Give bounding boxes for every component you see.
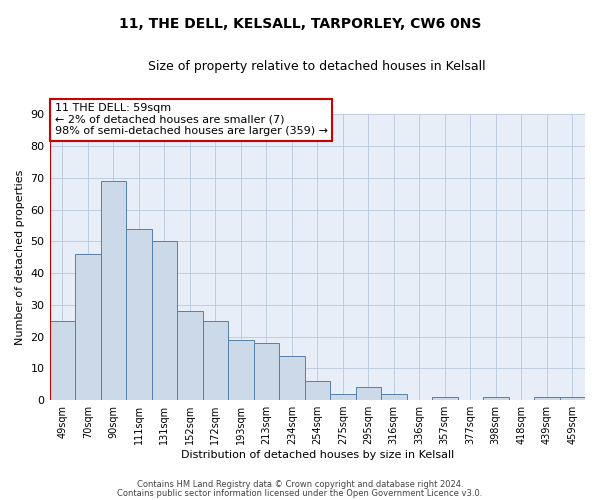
Bar	[330, 394, 356, 400]
X-axis label: Distribution of detached houses by size in Kelsall: Distribution of detached houses by size …	[181, 450, 454, 460]
Bar	[75, 254, 101, 400]
Bar	[381, 394, 407, 400]
Bar	[279, 356, 305, 400]
Bar	[534, 397, 560, 400]
Bar	[305, 381, 330, 400]
Bar	[126, 228, 152, 400]
Bar	[560, 397, 585, 400]
Bar	[152, 242, 177, 400]
Bar	[177, 311, 203, 400]
Title: Size of property relative to detached houses in Kelsall: Size of property relative to detached ho…	[148, 60, 486, 73]
Y-axis label: Number of detached properties: Number of detached properties	[15, 170, 25, 345]
Bar	[356, 388, 381, 400]
Bar	[50, 320, 75, 400]
Text: Contains HM Land Registry data © Crown copyright and database right 2024.: Contains HM Land Registry data © Crown c…	[137, 480, 463, 489]
Text: Contains public sector information licensed under the Open Government Licence v3: Contains public sector information licen…	[118, 488, 482, 498]
Text: 11, THE DELL, KELSALL, TARPORLEY, CW6 0NS: 11, THE DELL, KELSALL, TARPORLEY, CW6 0N…	[119, 18, 481, 32]
Text: 11 THE DELL: 59sqm
← 2% of detached houses are smaller (7)
98% of semi-detached : 11 THE DELL: 59sqm ← 2% of detached hous…	[55, 103, 328, 136]
Bar	[101, 181, 126, 400]
Bar	[254, 343, 279, 400]
Bar	[203, 320, 228, 400]
Bar	[483, 397, 509, 400]
Bar	[432, 397, 458, 400]
Bar	[228, 340, 254, 400]
